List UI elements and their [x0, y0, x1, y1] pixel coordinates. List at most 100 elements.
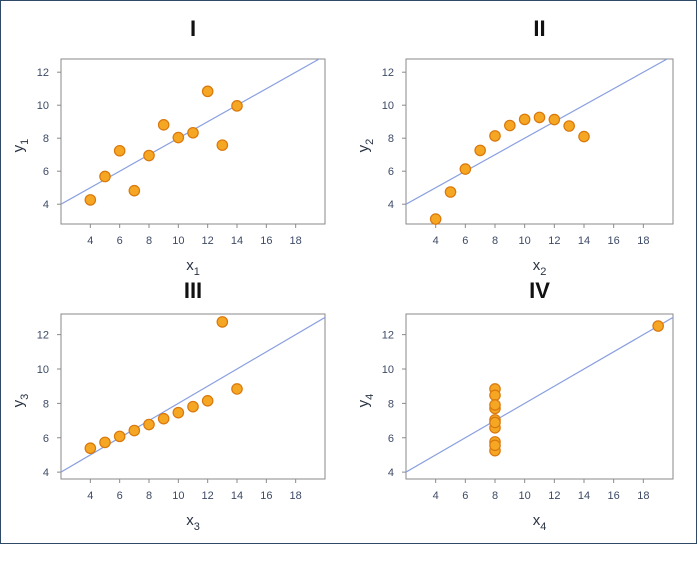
x-axis-label: x4: [533, 512, 547, 533]
x-tick-label: 14: [578, 490, 590, 502]
plot-area: [60, 58, 326, 225]
regression-line: [406, 316, 673, 473]
data-point: [128, 184, 141, 197]
data-point: [201, 394, 214, 407]
data-point: [518, 113, 531, 126]
data-point: [489, 389, 501, 402]
data-point: [459, 163, 472, 175]
x-tick-label: 12: [202, 235, 214, 247]
plot-area: [405, 313, 674, 480]
data-point: [474, 144, 486, 157]
data-point: [563, 120, 575, 132]
y-tick-label: 10: [37, 100, 49, 112]
data-point: [113, 430, 126, 443]
y-tick-label: 12: [37, 330, 49, 342]
x-tick-label: 8: [492, 490, 498, 502]
y-tick-label: 6: [388, 433, 394, 445]
plot-area: [405, 58, 674, 225]
data-point: [84, 442, 97, 455]
x-tick-label: 6: [117, 490, 123, 502]
data-point: [157, 412, 170, 425]
panel-title: IV: [529, 278, 550, 303]
anscombe-figure: I 4 6 8 10 12 14 16 18 4 6 8 10 12 x1 y1 II 4 6 8 10 12 14 16 18…: [0, 0, 697, 544]
x-tick-label: 8: [492, 235, 498, 247]
x-tick-label: 16: [260, 490, 272, 502]
y-tick-label: 6: [43, 433, 49, 445]
x-tick-label: 8: [146, 235, 152, 247]
y-tick-label: 12: [37, 67, 49, 79]
x-axis-label: x2: [533, 257, 547, 278]
data-point: [99, 436, 111, 449]
x-tick-label: 10: [519, 235, 531, 247]
data-point: [578, 130, 590, 143]
data-point: [231, 100, 243, 112]
x-tick-label: 14: [578, 235, 590, 247]
y-tick-label: 6: [388, 166, 394, 178]
data-point: [143, 418, 155, 431]
x-axis-label: x1: [186, 257, 200, 278]
panel-title: II: [533, 16, 545, 41]
y-axis-label: y1: [10, 139, 31, 153]
data-point: [533, 111, 546, 124]
x-tick-label: 4: [87, 235, 93, 247]
x-tick-label: 18: [290, 490, 302, 502]
x-tick-label: 6: [117, 235, 123, 247]
x-tick-label: 14: [231, 490, 243, 502]
data-point: [504, 119, 516, 132]
x-tick-label: 18: [637, 490, 649, 502]
plot-area: [60, 313, 326, 480]
y-tick-label: 8: [43, 398, 49, 410]
y-axis-label: y2: [355, 139, 376, 153]
y-tick-label: 4: [43, 199, 49, 211]
y-tick-label: 10: [382, 100, 394, 112]
y-tick-label: 12: [382, 67, 394, 79]
data-point: [187, 126, 199, 139]
y-axis-label: y4: [355, 394, 376, 408]
data-point: [172, 131, 185, 144]
data-point: [489, 130, 501, 142]
x-tick-label: 10: [519, 490, 531, 502]
x-tick-label: 6: [462, 235, 468, 247]
data-point: [201, 85, 214, 98]
y-tick-label: 6: [43, 166, 49, 178]
data-point: [187, 400, 199, 413]
data-point: [128, 424, 141, 437]
x-tick-label: 12: [548, 490, 560, 502]
panel-title: III: [184, 278, 202, 303]
data-point: [489, 399, 501, 411]
data-point: [429, 213, 442, 225]
x-tick-label: 14: [231, 235, 243, 247]
panel-title: I: [190, 16, 196, 41]
regression-line: [406, 59, 669, 205]
y-tick-label: 8: [388, 133, 394, 145]
data-point: [143, 149, 155, 162]
data-point: [216, 316, 229, 328]
y-tick-label: 4: [388, 467, 394, 479]
x-tick-label: 18: [290, 235, 302, 247]
x-tick-label: 12: [548, 235, 560, 247]
y-tick-label: 10: [382, 364, 394, 376]
x-tick-label: 4: [87, 490, 93, 502]
data-point: [444, 186, 457, 198]
data-point: [489, 416, 501, 429]
data-point: [489, 439, 501, 452]
x-axis-label: x3: [186, 512, 200, 533]
x-tick-label: 10: [172, 490, 184, 502]
x-tick-label: 16: [608, 490, 620, 502]
data-point: [231, 383, 243, 395]
x-tick-label: 18: [637, 235, 649, 247]
y-axis-label: y3: [10, 394, 31, 408]
data-point: [172, 406, 185, 419]
y-tick-label: 12: [382, 330, 394, 342]
y-tick-label: 10: [37, 364, 49, 376]
y-tick-label: 4: [43, 467, 49, 479]
x-tick-label: 12: [202, 490, 214, 502]
data-point: [548, 113, 561, 126]
data-point: [216, 139, 229, 151]
x-tick-label: 6: [462, 490, 468, 502]
data-point: [84, 194, 97, 206]
x-tick-label: 16: [260, 235, 272, 247]
